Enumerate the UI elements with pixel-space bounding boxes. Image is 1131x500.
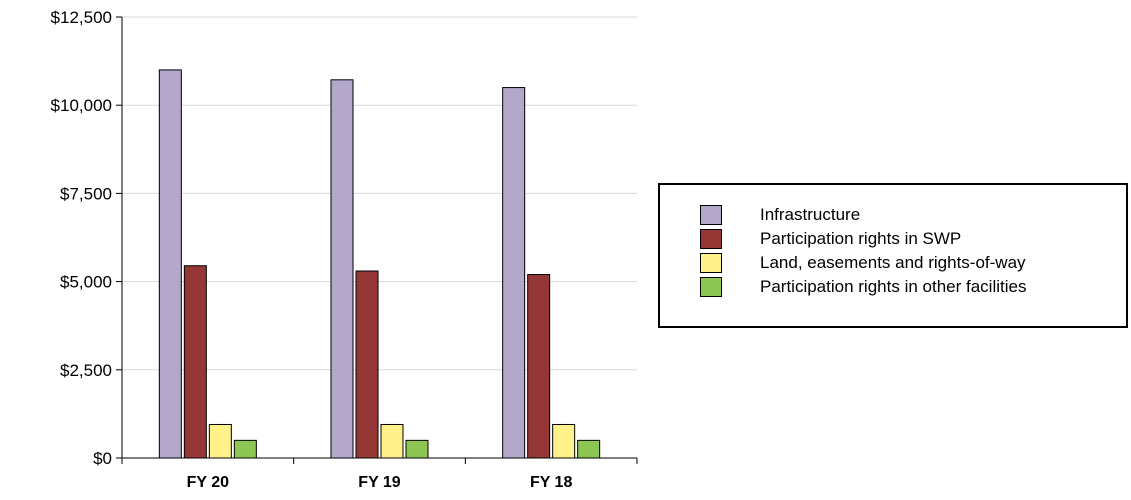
legend-item: Participation rights in other facilities xyxy=(700,276,1026,298)
y-axis-ticks: $0 $2,500 $5,000 $7,500 $10,000 $12,500 xyxy=(51,8,122,468)
axes xyxy=(121,17,638,464)
legend-swatch xyxy=(700,229,722,249)
legend-label: Land, easements and rights-of-way xyxy=(760,253,1026,272)
y-tick-label: $5,000 xyxy=(60,273,112,292)
bar-infrastructure-fy-18 xyxy=(502,87,526,459)
bar-participation-rights-in-swp-fy-18 xyxy=(527,274,551,459)
y-tick-label: $7,500 xyxy=(60,184,112,203)
legend-item: Participation rights in SWP xyxy=(700,228,961,250)
bar-participation-rights-in-swp-fy-20 xyxy=(183,265,207,459)
legend-item: Land, easements and rights-of-way xyxy=(700,252,1026,274)
y-tick-label: $2,500 xyxy=(60,361,112,380)
y-tick-label: $0 xyxy=(93,449,112,468)
bar-land-easements-and-rights-of-way-fy-20 xyxy=(208,423,232,459)
bar-land-easements-and-rights-of-way-fy-19 xyxy=(380,423,404,459)
bar-participation-rights-in-other-facilities-fy-18 xyxy=(577,439,601,459)
bar-infrastructure-fy-20 xyxy=(158,69,182,459)
x-axis-labels: FY 20 FY 19 FY 18 xyxy=(187,474,573,491)
x-category-label: FY 20 xyxy=(187,474,230,491)
bar-land-easements-and-rights-of-way-fy-18 xyxy=(552,423,576,459)
legend-swatch xyxy=(700,205,722,225)
bar-participation-rights-in-other-facilities-fy-19 xyxy=(405,439,429,459)
bars xyxy=(158,69,601,459)
x-category-label: FY 18 xyxy=(530,474,573,491)
y-tick-label: $10,000 xyxy=(51,96,112,115)
legend-item: Infrastructure xyxy=(700,204,860,226)
legend-label: Participation rights in SWP xyxy=(760,229,962,248)
legend-label: Infrastructure xyxy=(760,205,861,224)
legend-label: Participation rights in other facilities xyxy=(760,277,1027,296)
legend-swatch xyxy=(700,253,722,273)
gridlines xyxy=(122,16,637,371)
x-category-label: FY 19 xyxy=(358,474,401,491)
legend: Infrastructure Participation rights in SW… xyxy=(658,183,1128,328)
bar-participation-rights-in-swp-fy-19 xyxy=(355,270,379,459)
y-tick-label: $12,500 xyxy=(51,8,112,27)
bar-participation-rights-in-other-facilities-fy-20 xyxy=(233,439,257,459)
legend-swatch xyxy=(700,277,722,297)
bar-infrastructure-fy-19 xyxy=(330,79,354,459)
